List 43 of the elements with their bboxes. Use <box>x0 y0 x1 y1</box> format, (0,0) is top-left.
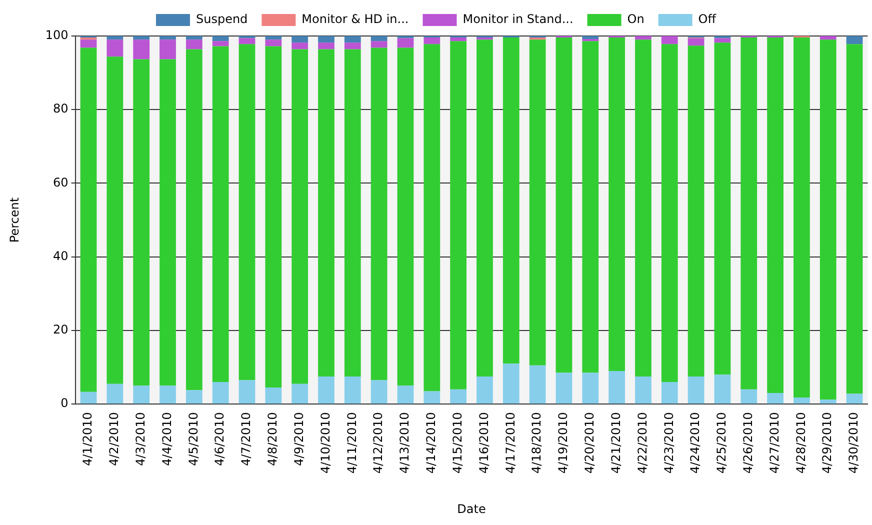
x-tick-label: 4/1/2010 <box>80 412 95 466</box>
x-axis-title: Date <box>457 502 486 516</box>
x-tick-label: 4/16/2010 <box>476 412 491 474</box>
y-tick-label: 0 <box>60 396 68 410</box>
x-tick-label: 4/9/2010 <box>292 412 306 466</box>
x-tick-label: 4/25/2010 <box>714 412 729 474</box>
x-tick-label: 4/4/2010 <box>160 412 174 466</box>
x-tick-label: 4/17/2010 <box>503 412 518 474</box>
x-tick-label: 4/10/2010 <box>318 412 332 474</box>
legend-label: Monitor & HD in... <box>302 12 409 26</box>
x-tick-label: 4/6/2010 <box>212 412 227 466</box>
x-tick-label: 4/20/2010 <box>582 412 597 474</box>
x-tick-label: 4/18/2010 <box>530 412 544 474</box>
x-tick-label: 4/27/2010 <box>767 412 782 474</box>
x-tick-label: 4/12/2010 <box>371 412 386 474</box>
x-tick-label: 4/2/2010 <box>107 412 122 466</box>
y-tick-label: 100 <box>45 28 68 42</box>
x-tick-label: 4/14/2010 <box>424 412 438 474</box>
y-tick-label: 20 <box>53 322 68 337</box>
legend-label: Monitor in Stand... <box>462 12 574 26</box>
x-tick-label: 4/28/2010 <box>794 412 808 474</box>
x-tick-label: 4/26/2010 <box>741 412 755 474</box>
x-tick-label: 4/19/2010 <box>556 412 570 474</box>
x-tick-label: 4/7/2010 <box>239 412 254 466</box>
x-tick-label: 4/30/2010 <box>846 412 861 474</box>
legend-label: On <box>627 12 644 26</box>
x-tick-label: 4/11/2010 <box>344 412 359 474</box>
y-axis-title: Percent <box>7 197 22 243</box>
legend-label: Off <box>698 12 717 26</box>
y-tick-label: 80 <box>53 102 68 116</box>
x-tick-label: 4/23/2010 <box>662 412 676 474</box>
x-tick-label: 4/21/2010 <box>608 412 623 474</box>
y-tick-label: 60 <box>53 175 68 190</box>
x-tick-label: 4/3/2010 <box>133 412 148 466</box>
x-tick-label: 4/29/2010 <box>820 412 834 474</box>
x-tick-label: 4/5/2010 <box>186 412 200 466</box>
x-tick-label: 4/13/2010 <box>398 412 412 474</box>
y-tick-label: 40 <box>53 248 68 263</box>
x-tick-label: 4/15/2010 <box>450 412 464 474</box>
x-tick-label: 4/8/2010 <box>266 412 280 466</box>
x-tick-label: 4/24/2010 <box>688 412 702 474</box>
legend-label: Suspend <box>196 12 248 26</box>
x-tick-label: 4/22/2010 <box>635 412 650 474</box>
